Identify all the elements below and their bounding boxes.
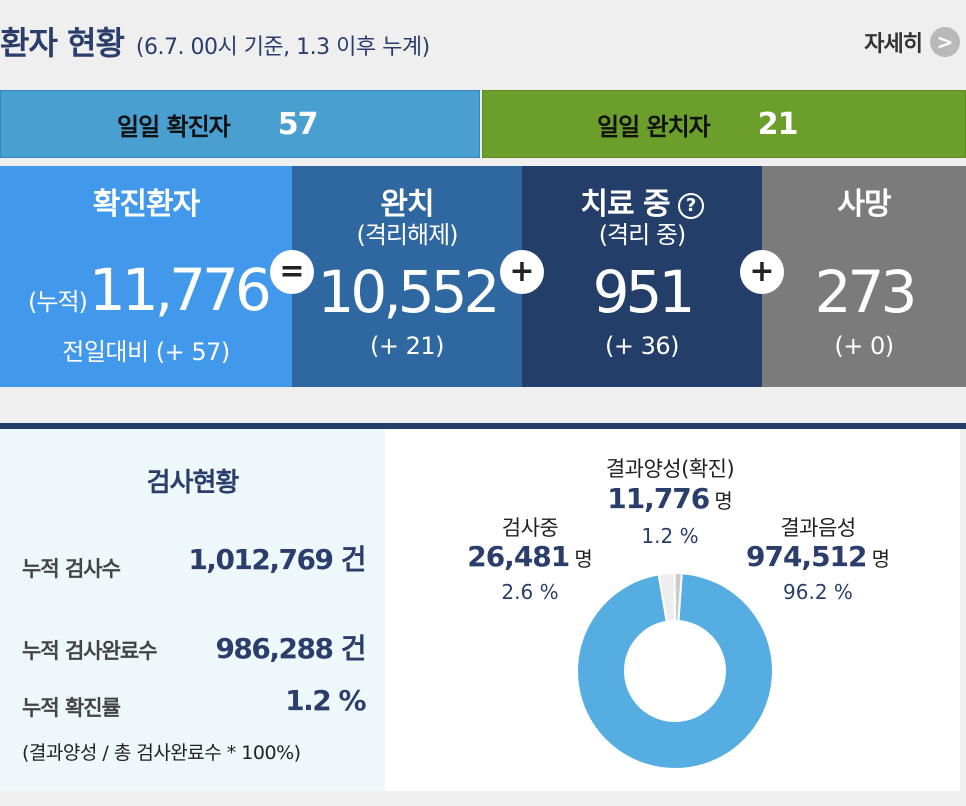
released-box: 완치 (격리해제) 10,552 (+ 21) bbox=[292, 166, 522, 387]
detail-link[interactable]: 자세히 > bbox=[864, 26, 960, 58]
chevron-right-icon[interactable]: > bbox=[930, 27, 960, 57]
testing-pct: 2.6 % bbox=[501, 580, 559, 604]
total-tests-label: 누적 검사수 bbox=[22, 557, 121, 581]
treating-box: 치료 중? (격리 중) 951 (+ 36) bbox=[522, 166, 762, 387]
positive-rate-label: 누적 확진률 bbox=[22, 696, 121, 720]
daily-recovered-value: 21 bbox=[757, 106, 799, 142]
plus-icon: + bbox=[500, 250, 544, 294]
daily-confirmed-bar: 일일 확진자 57 bbox=[0, 90, 480, 158]
confirmed-title: 확진환자 bbox=[92, 187, 200, 222]
positive-rate-value: 1.2 % bbox=[285, 684, 366, 717]
completed-tests-label: 누적 검사완료수 bbox=[22, 639, 158, 663]
positive-pct: 1.2 % bbox=[641, 524, 699, 548]
positive-label: 결과양성(확진) bbox=[605, 457, 735, 481]
testing-unit: 명 bbox=[574, 547, 593, 571]
deaths-box: 사망 273 (+ 0) bbox=[762, 166, 966, 387]
section-divider bbox=[0, 423, 966, 429]
completed-tests-value: 986,288 건 bbox=[215, 632, 366, 665]
detail-label[interactable]: 자세히 bbox=[864, 32, 923, 57]
donut-separator bbox=[657, 575, 668, 621]
treating-value: 951 bbox=[592, 258, 696, 326]
deaths-delta: (+ 0) bbox=[834, 332, 894, 360]
testing-count: 26,481 bbox=[467, 540, 570, 573]
daily-confirmed-label: 일일 확진자 bbox=[117, 112, 231, 141]
released-subtitle: (격리해제) bbox=[356, 221, 458, 249]
test-title: 검사현황 bbox=[146, 468, 240, 498]
negative-unit: 명 bbox=[871, 547, 891, 571]
confirmed-prefix: (누적) bbox=[28, 288, 88, 316]
help-icon[interactable]: ? bbox=[677, 193, 704, 219]
released-value: 10,552 bbox=[317, 258, 501, 326]
treating-title: 치료 중 bbox=[580, 187, 670, 222]
confirmed-box: 확진환자 (누적) 11,776 전일대비 (+ 57) bbox=[0, 166, 292, 387]
daily-recovered-bar: 일일 완치자 21 bbox=[482, 90, 966, 158]
daily-confirmed-value: 57 bbox=[277, 106, 319, 142]
positive-count: 11,776 bbox=[607, 482, 710, 515]
test-donut-chart bbox=[578, 573, 772, 769]
plus-icon: + bbox=[740, 250, 784, 294]
equals-icon: = bbox=[270, 250, 314, 294]
released-delta: (+ 21) bbox=[369, 332, 445, 360]
rate-formula: (결과양성 / 총 검사완료수 * 100%) bbox=[22, 742, 301, 764]
deaths-value: 273 bbox=[814, 258, 918, 326]
page-header: 환자 현황 (6.7. 00시 기준, 1.3 이후 누계) bbox=[0, 18, 430, 74]
testing-count-row: 26,481 명 bbox=[430, 540, 630, 573]
positive-count-row: 11,776 명 bbox=[570, 482, 770, 515]
positive-unit: 명 bbox=[714, 489, 733, 513]
released-title: 완치 bbox=[380, 187, 434, 222]
confirmed-row: (누적) 11,776 bbox=[28, 256, 272, 324]
page-title: 환자 현황 bbox=[0, 24, 125, 62]
deaths-title: 사망 bbox=[837, 187, 891, 222]
total-tests-value: 1,012,769 건 bbox=[188, 543, 366, 576]
treating-subtitle: (격리 중) bbox=[598, 221, 687, 249]
daily-recovered-label: 일일 완치자 bbox=[597, 112, 711, 141]
test-summary-panel bbox=[0, 429, 385, 791]
negative-count-row: 974,512 명 bbox=[718, 540, 918, 573]
page-subtitle: (6.7. 00시 기준, 1.3 이후 누계) bbox=[135, 35, 430, 60]
confirmed-delta: 전일대비 (+ 57) bbox=[62, 338, 230, 366]
treating-title-row: 치료 중? bbox=[522, 188, 762, 222]
negative-count: 974,512 bbox=[745, 540, 868, 573]
donut-separator bbox=[677, 574, 683, 621]
negative-pct: 96.2 % bbox=[783, 580, 853, 604]
treating-delta: (+ 36) bbox=[604, 332, 680, 360]
negative-label: 결과음성 bbox=[780, 516, 856, 540]
testing-label: 검사중 bbox=[501, 516, 559, 540]
confirmed-value: 11,776 bbox=[88, 256, 272, 324]
